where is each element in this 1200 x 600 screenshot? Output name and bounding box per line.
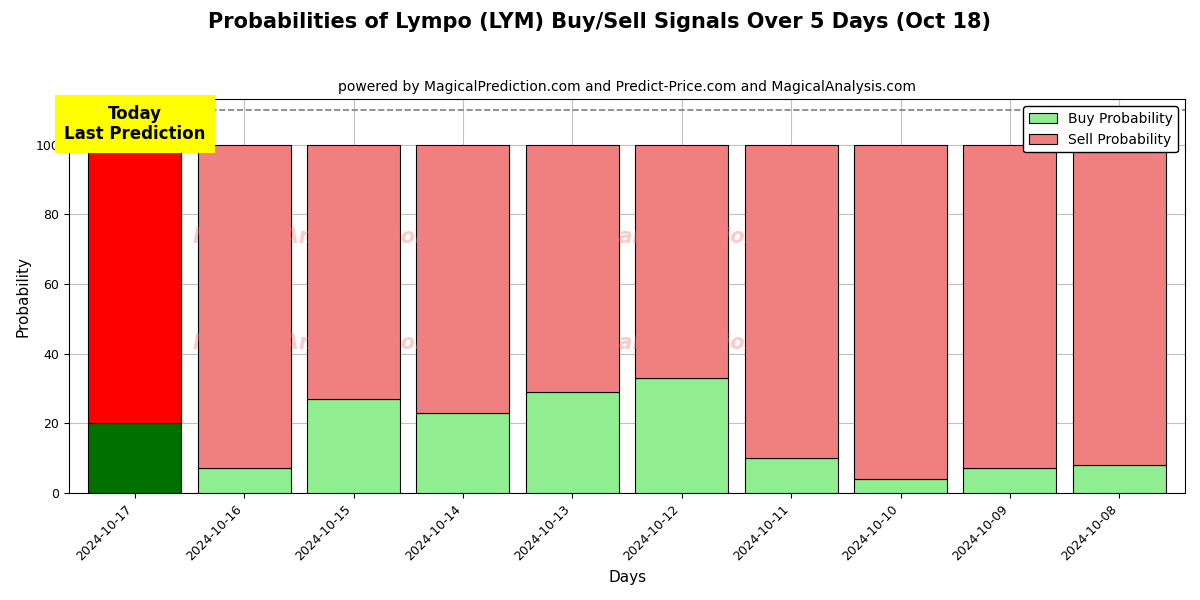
Bar: [854, 479, 947, 493]
Bar: [635, 378, 728, 493]
Legend: Buy Probability, Sell Probability: Buy Probability, Sell Probability: [1024, 106, 1178, 152]
Bar: [89, 423, 181, 493]
Bar: [964, 145, 1056, 469]
Text: Today
Last Prediction: Today Last Prediction: [64, 104, 205, 143]
Bar: [635, 145, 728, 378]
Bar: [854, 145, 947, 479]
Y-axis label: Probability: Probability: [16, 256, 30, 337]
Title: powered by MagicalPrediction.com and Predict-Price.com and MagicalAnalysis.com: powered by MagicalPrediction.com and Pre…: [338, 80, 916, 94]
Bar: [416, 413, 510, 493]
Bar: [198, 469, 290, 493]
Bar: [1073, 145, 1166, 465]
Bar: [526, 392, 619, 493]
Text: MagicalPrediction.com: MagicalPrediction.com: [550, 227, 816, 247]
Bar: [526, 145, 619, 392]
Bar: [1073, 465, 1166, 493]
Bar: [745, 458, 838, 493]
Text: MagicalAnalysis.com: MagicalAnalysis.com: [192, 334, 437, 353]
Text: Probabilities of Lympo (LYM) Buy/Sell Signals Over 5 Days (Oct 18): Probabilities of Lympo (LYM) Buy/Sell Si…: [209, 12, 991, 32]
Bar: [745, 145, 838, 458]
Bar: [964, 469, 1056, 493]
Text: MagicalPrediction.com: MagicalPrediction.com: [550, 334, 816, 353]
Text: MagicalAnalysis.com: MagicalAnalysis.com: [192, 227, 437, 247]
X-axis label: Days: Days: [608, 570, 646, 585]
Bar: [307, 145, 400, 399]
Bar: [307, 399, 400, 493]
Bar: [198, 145, 290, 469]
Bar: [89, 145, 181, 423]
Bar: [416, 145, 510, 413]
